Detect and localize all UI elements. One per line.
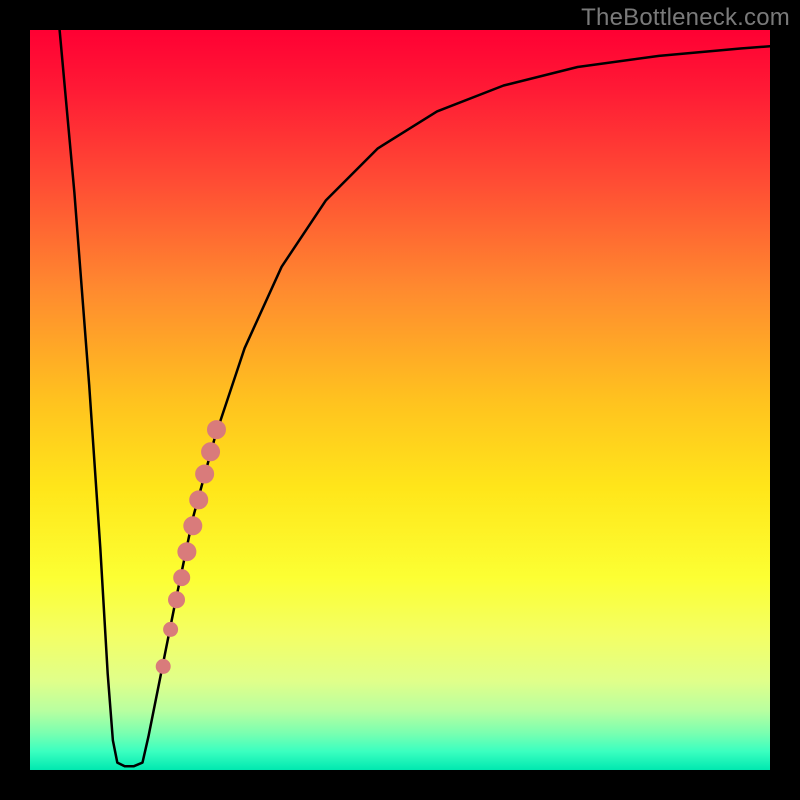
data-marker: [164, 622, 178, 636]
data-marker: [174, 570, 190, 586]
data-marker: [207, 421, 225, 439]
watermark-text: TheBottleneck.com: [581, 4, 790, 32]
data-marker: [178, 543, 196, 561]
data-marker: [196, 465, 214, 483]
data-marker: [169, 592, 185, 608]
data-marker: [156, 659, 170, 673]
chart-root: TheBottleneck.com: [0, 0, 800, 800]
data-marker: [184, 517, 202, 535]
chart-plot-background: [30, 30, 770, 770]
data-marker: [190, 491, 208, 509]
bottleneck-chart-svg: [0, 0, 800, 800]
data-marker: [202, 443, 220, 461]
